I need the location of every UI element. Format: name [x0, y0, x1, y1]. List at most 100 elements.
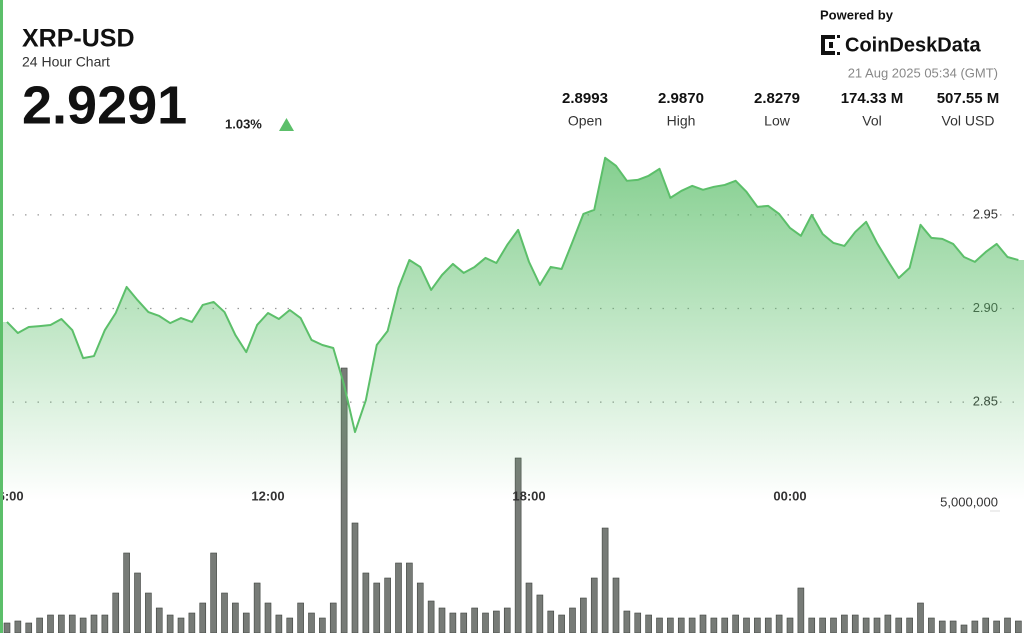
volume-bar	[449, 612, 457, 633]
stat-value: 174.33 M	[841, 90, 904, 107]
volume-bar	[242, 612, 250, 633]
price-line	[6, 156, 1019, 434]
volume-bar	[79, 617, 87, 633]
volume-bar	[253, 582, 261, 633]
stat-value: 507.55 M	[937, 90, 1000, 107]
edge-accent	[0, 0, 3, 633]
volume-bar	[188, 612, 196, 633]
volume-bar	[503, 607, 511, 633]
volume-bar	[47, 614, 54, 633]
volume-bar	[123, 552, 130, 633]
volume-bar	[58, 614, 65, 633]
volume-bar	[166, 614, 174, 633]
volume-bar	[601, 527, 609, 633]
volume-bar	[362, 572, 370, 633]
volume-bar	[667, 617, 674, 633]
volume-bar	[656, 617, 663, 633]
volume-bar	[90, 614, 98, 633]
volume-bar	[634, 612, 642, 633]
volume-bar	[221, 592, 228, 633]
volume-bar	[580, 597, 587, 633]
stat-value: 2.8279	[754, 90, 800, 107]
volume-bar	[199, 602, 207, 633]
volume-bar	[928, 617, 935, 633]
volume-bar	[460, 612, 468, 633]
volume-bar	[721, 617, 729, 633]
volume-bar	[25, 622, 33, 633]
volume-bar	[395, 562, 402, 633]
volume-bar	[1004, 617, 1011, 633]
volume-bar	[993, 620, 1000, 633]
volume-bar	[938, 620, 946, 633]
volume-bar	[862, 617, 870, 633]
volume-bar	[340, 367, 348, 633]
x-tick-label: 12:00	[251, 488, 284, 503]
volume-bar	[112, 592, 120, 633]
volume-bar	[710, 617, 718, 633]
volume-bar	[14, 620, 22, 633]
volume-bar	[3, 622, 11, 633]
stat-label: Open	[568, 113, 602, 129]
volume-bar	[623, 610, 631, 633]
volume-bar	[699, 614, 707, 633]
volume-bar	[677, 617, 685, 633]
volume-bar	[971, 620, 979, 633]
volume-bar	[819, 617, 826, 633]
volume-bar	[438, 607, 446, 633]
volume-bar	[286, 617, 294, 633]
volume-bar	[416, 582, 424, 633]
timestamp: 21 Aug 2025 05:34 (GMT)	[848, 65, 998, 80]
volume-bar	[308, 612, 315, 633]
stat-label: Low	[764, 113, 791, 129]
volume-bar	[177, 617, 185, 633]
volume-bar	[841, 614, 848, 633]
volume-bar	[134, 572, 141, 633]
volume-bar	[688, 617, 696, 633]
volume-bar	[786, 617, 794, 633]
x-tick-label: 00:00	[773, 488, 806, 503]
volume-bar	[482, 612, 489, 633]
stat-label: Vol USD	[942, 113, 995, 129]
volume-bar	[808, 617, 816, 633]
area-fill	[0, 157, 1024, 501]
volume-bar	[873, 617, 881, 633]
volume-bar	[536, 594, 544, 633]
volume-bar	[569, 607, 576, 633]
powered-by: Powered by	[820, 7, 894, 22]
volume-bar	[525, 582, 533, 633]
volume-bar	[493, 610, 500, 633]
volume-bar	[851, 614, 859, 633]
volume-bar	[427, 600, 435, 633]
volume-bar	[471, 607, 478, 633]
x-tick-label: 06:00	[0, 488, 24, 503]
volume-bar	[754, 617, 761, 633]
volume-bar	[297, 602, 304, 633]
volume-bar	[406, 562, 413, 633]
x-tick-label: 18:00	[512, 488, 545, 503]
volume-bar	[68, 614, 76, 633]
volume-bar	[1015, 620, 1022, 633]
volume-bar	[210, 552, 217, 633]
volume-bar	[764, 617, 772, 633]
volume-bar	[895, 617, 903, 633]
brand: CoinDeskData	[845, 34, 981, 56]
volume-bar	[612, 577, 620, 633]
stat-value: 2.8993	[562, 90, 608, 107]
volume-bar	[743, 617, 750, 633]
symbol: XRP-USD	[22, 25, 135, 53]
volume-bar	[917, 602, 924, 633]
volume-bar	[319, 617, 326, 633]
volume-bar	[797, 587, 805, 633]
brand-icon	[821, 35, 840, 55]
volume-bar	[949, 620, 957, 633]
volume-bar	[884, 614, 892, 633]
volume-bar	[373, 582, 381, 633]
volume-bar	[645, 614, 652, 633]
volume-bar	[547, 610, 555, 633]
stat-label: Vol	[862, 113, 881, 129]
change: 1.03%	[225, 116, 262, 131]
volume-bar	[960, 624, 968, 633]
plot: 2.852.902.955,000,00006:0012:0018:0000:0…	[0, 156, 1024, 633]
